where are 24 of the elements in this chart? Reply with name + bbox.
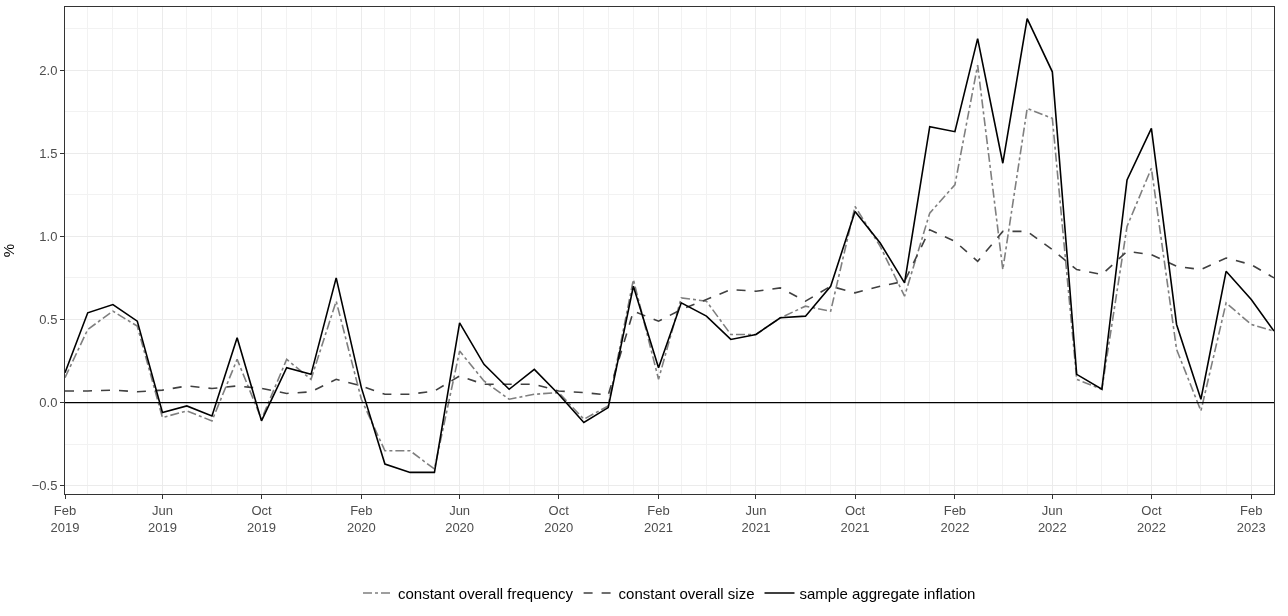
x-tick-label: Oct 2022 [1136,502,1166,535]
x-tick-label: Jun 2020 [445,502,475,535]
x-tick-label: Feb 2020 [346,502,376,535]
y-tick-label: 0.0 [39,395,58,411]
x-tick-label: Jun 2021 [741,502,771,535]
x-tick-label: Feb 2023 [1236,502,1266,535]
y-tick-label: 0.5 [39,312,58,328]
y-tick-label: −0.5 [31,478,58,494]
x-tick-label: Feb 2022 [940,502,970,535]
x-tick-label: Oct 2021 [840,502,870,535]
y-tick-label: 2.0 [39,62,58,78]
x-tick-label: Oct 2020 [544,502,574,535]
legend-label: constant overall size [618,584,755,602]
y-axis-title: % [0,243,17,258]
x-tick-label: Oct 2019 [247,502,276,535]
line-series [65,228,1274,396]
x-tick-label: Feb 2021 [644,502,673,535]
y-tick-label: 1.0 [39,228,58,244]
legend-label: constant overall frequency [398,584,574,602]
legend-label: sample aggregate inflation [799,584,976,602]
y-tick-label: 1.5 [39,145,58,161]
x-tick-label: Jun 2019 [147,502,177,535]
x-tick-label: Feb 2019 [50,502,80,535]
x-tick-label: Jun 2022 [1037,502,1067,535]
